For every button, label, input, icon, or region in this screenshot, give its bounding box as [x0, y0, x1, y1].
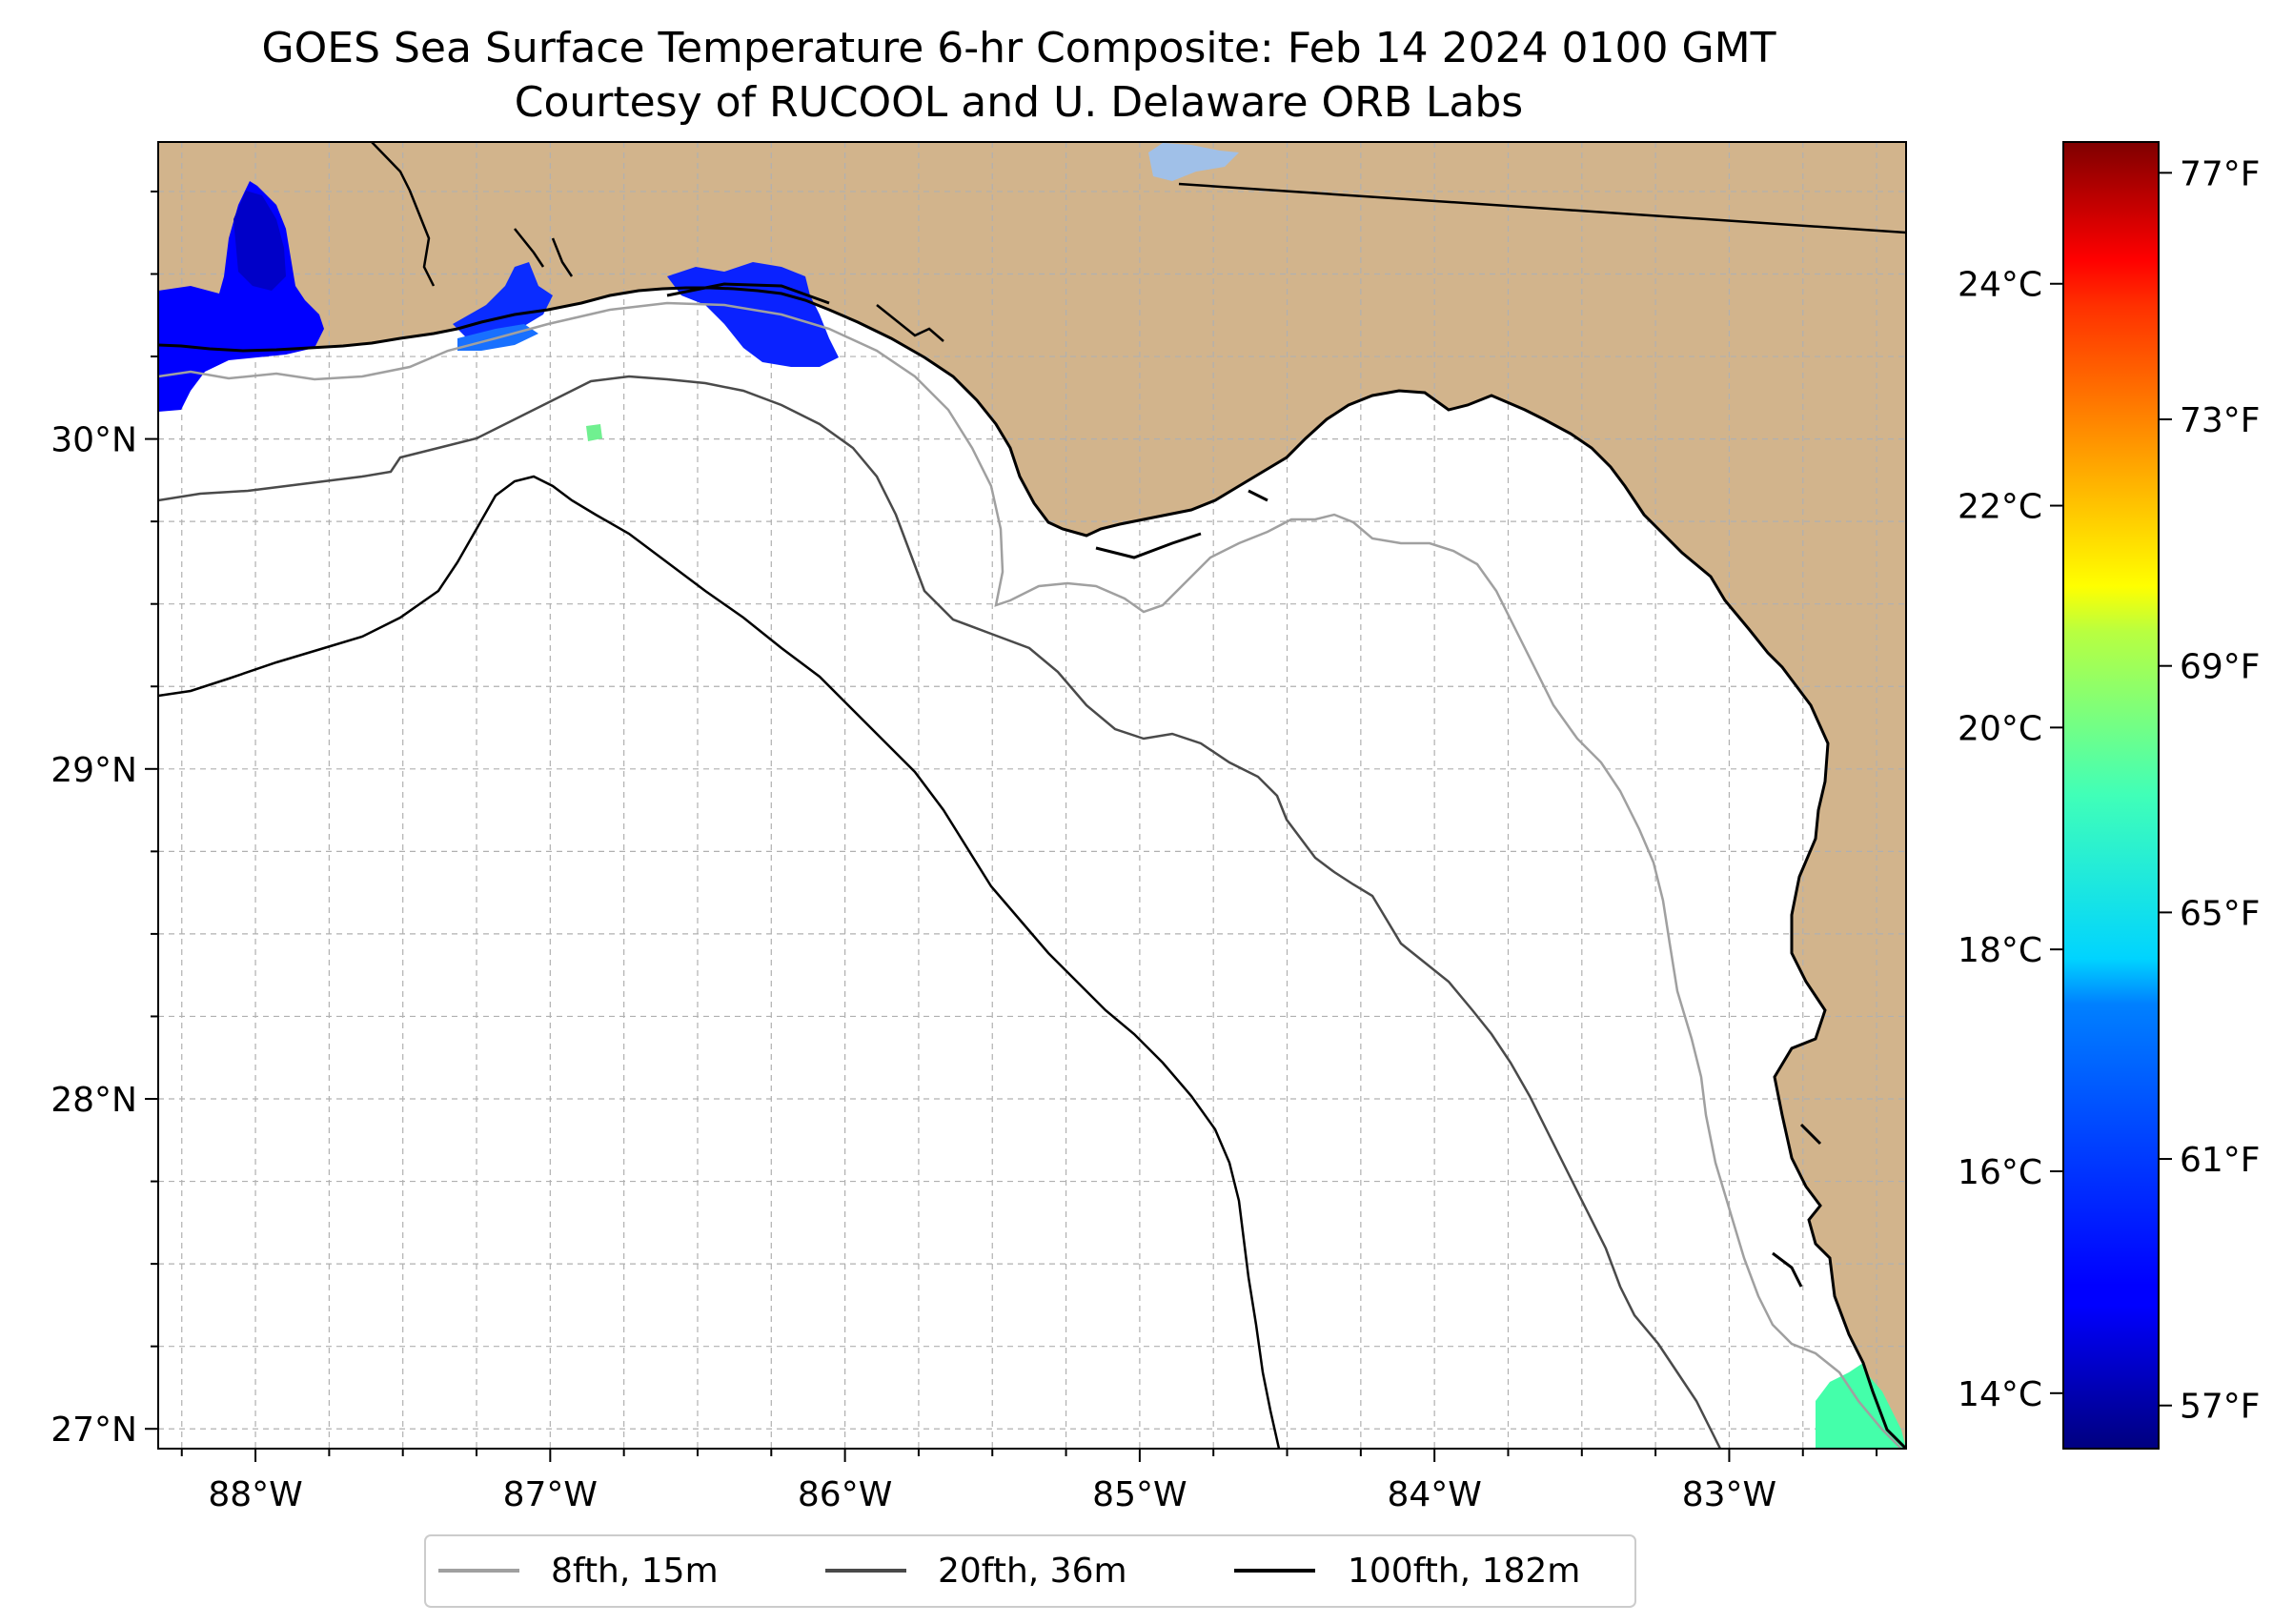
x-tick-label: 83°W — [1682, 1475, 1776, 1514]
legend-label-36m: 20fth, 36m — [938, 1552, 1127, 1591]
cbar-c-label: 24°C — [1958, 266, 2042, 305]
land-area — [158, 142, 1906, 1449]
y-tick-label: 28°N — [51, 1081, 137, 1120]
x-tick-label: 86°W — [798, 1475, 892, 1514]
sst-patch-mobile-bay-dark — [233, 191, 286, 291]
cbar-f-label: 77°F — [2180, 154, 2261, 193]
state-boundary — [1178, 182, 1906, 234]
y-tick-label: 30°N — [51, 421, 137, 460]
legend-label-15m: 8fth, 15m — [551, 1552, 719, 1591]
map-gridlines — [158, 142, 1906, 1449]
coastline-barrier-islands — [666, 282, 1822, 1288]
colorbar-gradient — [2062, 141, 2160, 1450]
cbar-f-label: 57°F — [2180, 1388, 2261, 1427]
x-axis: 88°W 87°W 86°W 85°W 84°W 83°W — [180, 1449, 1878, 1514]
cbar-f-label: 65°F — [2180, 894, 2261, 933]
cbar-f-label: 69°F — [2180, 648, 2261, 687]
y-tick-label: 27°N — [51, 1411, 137, 1450]
x-tick-label: 84°W — [1387, 1475, 1481, 1514]
sst-patch-mobile-bay — [158, 181, 324, 412]
sst-patch-offshore-small — [586, 424, 602, 441]
sst-patch-southeast — [1816, 1363, 1906, 1449]
chart-subtitle: Courtesy of RUCOOL and U. Delaware ORB L… — [515, 78, 1523, 127]
colorbar-celsius-axis: 14°C 16°C 18°C 20°C 22°C 24°C — [1958, 266, 2063, 1414]
x-tick-label: 88°W — [208, 1475, 302, 1514]
river-inland — [371, 142, 944, 342]
isobath-15m-line — [158, 301, 1902, 1449]
cbar-c-label: 16°C — [1958, 1153, 2042, 1192]
cbar-c-label: 22°C — [1958, 488, 2042, 527]
chart-title: GOES Sea Surface Temperature 6-hr Compos… — [262, 24, 1776, 72]
x-tick-label: 85°W — [1092, 1475, 1187, 1514]
legend-label-182m: 100fth, 182m — [1348, 1552, 1580, 1591]
cbar-c-label: 18°C — [1958, 931, 2042, 970]
coastline — [158, 286, 1906, 1449]
isobath-182m-line — [158, 475, 1281, 1449]
colorbar-fahrenheit-axis: 57°F 61°F 65°F 69°F 73°F 77°F — [2159, 154, 2261, 1427]
y-axis: 30°N 29°N 28°N 27°N — [51, 190, 158, 1450]
cbar-c-label: 14°C — [1958, 1375, 2042, 1414]
sst-patch-lake-inland — [1148, 143, 1239, 181]
legend: 8fth, 15m 20fth, 36m 100fth, 182m — [424, 1534, 1636, 1608]
colorbar: 14°C 16°C 18°C 20°C 22°C 24°C 57°F 61°F 65°F 69°… — [1958, 141, 2261, 1450]
cbar-c-label: 20°C — [1958, 709, 2042, 748]
cbar-f-label: 73°F — [2180, 401, 2261, 440]
map-frame — [157, 141, 1907, 1450]
map-panel — [158, 142, 1906, 1449]
legend-box — [424, 1534, 1636, 1608]
cbar-f-label: 61°F — [2180, 1141, 2261, 1180]
isobath-36m-line — [158, 375, 1722, 1449]
y-tick-label: 29°N — [51, 751, 137, 790]
x-tick-label: 87°W — [503, 1475, 598, 1514]
